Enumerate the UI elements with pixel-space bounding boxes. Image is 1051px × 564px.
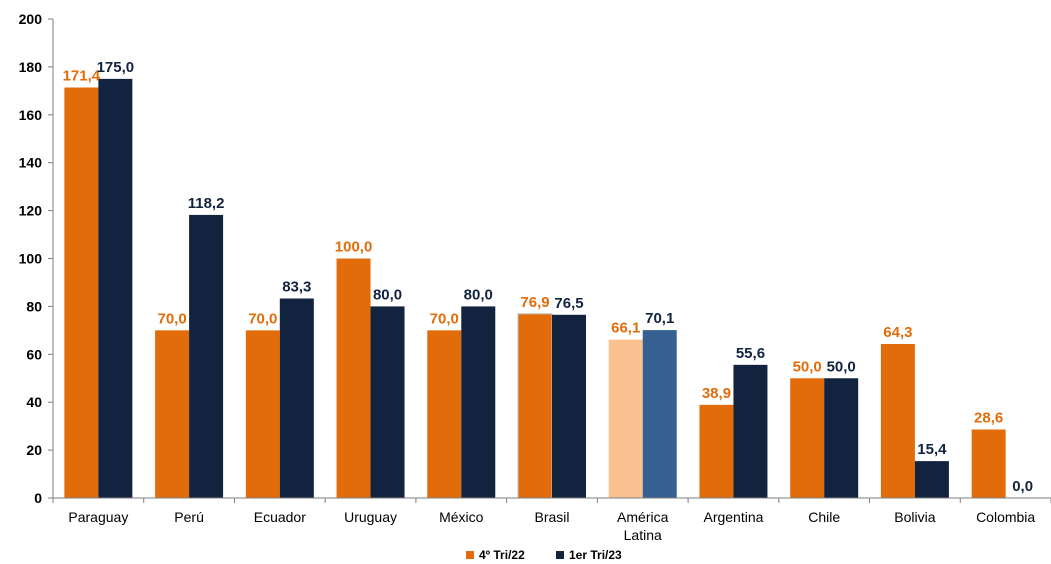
y-tick-label: 80: [26, 298, 42, 314]
x-category-label: Paraguay: [68, 509, 128, 525]
y-axis: 0 20 40 60 80 100 120 140 160 180 200: [19, 11, 54, 506]
data-label-brasil-4-tri-22: 76,9: [520, 294, 549, 311]
x-category-label: Bolivia: [894, 509, 935, 525]
data-label-brasil-1er-tri-23: 76,5: [554, 295, 583, 312]
bar-colombia-4-tri-22: [971, 429, 1006, 498]
legend: 4º Tri/22 1er Tri/23: [466, 548, 622, 562]
bar-peru-1er-tri-23: [189, 214, 224, 498]
x-category-label: Chile: [808, 509, 840, 525]
legend-label-4tri22: 4º Tri/22: [479, 548, 525, 562]
bar-uruguay-1er-tri-23: [370, 306, 405, 498]
data-label-uruguay-4-tri-22: 100,0: [335, 239, 373, 256]
y-tick-label: 200: [19, 11, 43, 27]
bar-ecuador-4-tri-22: [245, 330, 280, 498]
y-tick-label: 0: [34, 490, 42, 506]
data-label-bolivia-4-tri-22: 64,3: [883, 324, 912, 341]
y-tick-label: 100: [19, 251, 43, 267]
x-category-label: Colombia: [976, 509, 1035, 525]
bar-argentina-1er-tri-23: [733, 364, 768, 498]
bars: [64, 78, 1006, 499]
data-label-argentina-1er-tri-23: 55,6: [736, 345, 765, 362]
data-label-uruguay-1er-tri-23: 80,0: [373, 286, 402, 303]
x-category-label: Perú: [174, 509, 204, 525]
data-label-colombia-1er-tri-23: 0,0: [1012, 478, 1033, 495]
bar-peru-4-tri-22: [155, 330, 190, 498]
bar-uruguay-4-tri-22: [336, 258, 371, 498]
bar-paraguay-1er-tri-23: [98, 78, 133, 498]
x-category-label: Argentina: [703, 509, 763, 525]
data-label-peru-4-tri-22: 70,0: [157, 310, 186, 327]
bar-chile-4-tri-22: [790, 378, 825, 498]
y-tick-label: 120: [19, 203, 43, 219]
data-label-america-latina-4-tri-22: 66,1: [611, 320, 640, 337]
data-label-mexico-4-tri-22: 70,0: [430, 310, 459, 327]
data-label-colombia-4-tri-22: 28,6: [974, 410, 1003, 427]
y-tick-label: 140: [19, 155, 43, 171]
x-category-label: Brasil: [534, 509, 569, 525]
bar-mexico-1er-tri-23: [461, 306, 496, 498]
data-label-argentina-4-tri-22: 38,9: [702, 385, 731, 402]
x-category-label: América: [617, 509, 669, 525]
bar-bolivia-1er-tri-23: [914, 461, 949, 498]
bar-argentina-4-tri-22: [699, 404, 734, 498]
data-label-paraguay-1er-tri-23: 175,0: [97, 59, 135, 76]
data-label-ecuador-1er-tri-23: 83,3: [282, 278, 311, 295]
data-label-mexico-1er-tri-23: 80,0: [464, 286, 493, 303]
legend-swatch-1ertri23: [556, 551, 564, 559]
data-label-paraguay-4-tri-22: 171,4: [63, 67, 101, 84]
bar-america-latina-4-tri-22: [608, 339, 643, 498]
data-label-ecuador-4-tri-22: 70,0: [248, 310, 277, 327]
bar-chile-1er-tri-23: [824, 378, 859, 498]
bar-america-latina-1er-tri-23: [642, 330, 677, 498]
y-tick-label: 180: [19, 59, 43, 75]
x-category-label: México: [439, 509, 484, 525]
y-tick-label: 40: [26, 394, 42, 410]
data-label-peru-1er-tri-23: 118,2: [188, 195, 225, 212]
bar-mexico-4-tri-22: [427, 330, 462, 498]
x-axis: Paraguay Perú Ecuador Uruguay México Brasil Am…: [52, 497, 1051, 543]
bar-bolivia-4-tri-22: [880, 344, 915, 498]
data-label-chile-4-tri-22: 50,0: [793, 358, 822, 375]
x-category-label: Uruguay: [344, 509, 397, 525]
legend-label-1ertri23: 1er Tri/23: [569, 548, 622, 562]
bar-ecuador-1er-tri-23: [279, 298, 314, 498]
data-label-america-latina-1er-tri-23: 70,1: [645, 310, 674, 327]
bar-brasil-1er-tri-23: [552, 314, 586, 498]
y-tick-label: 60: [26, 346, 42, 362]
data-label-bolivia-1er-tri-23: 15,4: [917, 441, 947, 458]
data-label-chile-1er-tri-23: 50,0: [827, 358, 856, 375]
legend-swatch-4tri22: [466, 551, 474, 559]
bar-brasil-4-tri-22: [517, 313, 553, 499]
y-tick-label: 160: [19, 107, 43, 123]
y-tick-label: 20: [26, 442, 42, 458]
x-category-label: Ecuador: [254, 509, 306, 525]
x-category-label: Latina: [624, 527, 662, 543]
bar-paraguay-4-tri-22: [64, 87, 99, 498]
